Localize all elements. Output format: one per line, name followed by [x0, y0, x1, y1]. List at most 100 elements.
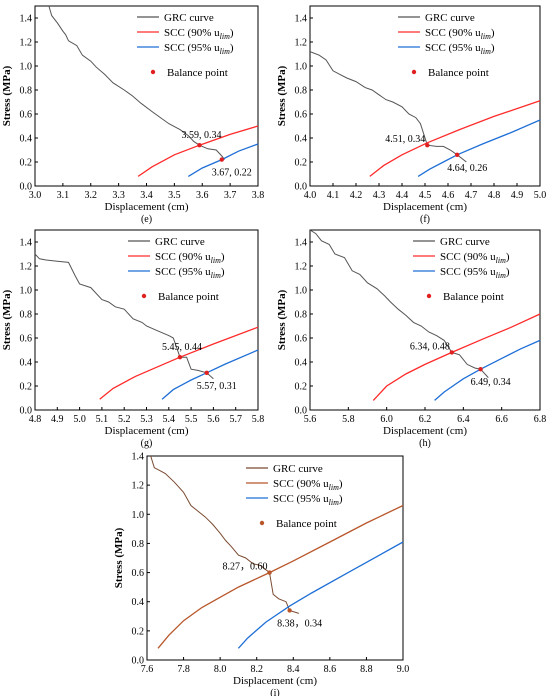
legend-label-grc: GRC curve	[273, 463, 323, 475]
x-tick-label: 5.8	[342, 414, 355, 425]
x-tick-label: 5.0	[73, 414, 86, 425]
legend-swatch-balance	[141, 293, 147, 299]
x-tick-label: 5.1	[96, 414, 109, 425]
balance-point-marker	[197, 143, 202, 148]
x-tick-label: 8.8	[360, 664, 373, 675]
y-tick-label: 0.2	[20, 382, 33, 393]
y-tick-label: 1.0	[20, 62, 33, 73]
y-tick-label: 0.2	[132, 626, 145, 637]
balance-point-marker	[449, 350, 455, 355]
panel-label: (f)	[420, 214, 430, 225]
series-line-scc90	[137, 125, 259, 177]
plot-frame	[146, 455, 404, 661]
y-tick-label: 1.2	[295, 38, 308, 49]
series-line-grc	[34, 253, 214, 380]
x-tick-label: 5.6	[304, 414, 317, 425]
y-tick-label: 0.0	[20, 406, 33, 417]
y-axis-label: Stress (MPa)	[113, 527, 125, 588]
y-tick-label: 0.4	[295, 358, 308, 369]
panel-label: (e)	[141, 214, 152, 225]
x-tick-label: 3.7	[224, 190, 237, 201]
y-tick-label: 0.4	[295, 134, 308, 145]
legend-label-scc95: SCC (95% ulim)	[425, 42, 495, 56]
y-tick-label: 0.0	[295, 182, 308, 193]
y-tick-label: 1.2	[20, 262, 33, 273]
y-tick-label: 1.2	[295, 262, 308, 273]
balance-point-marker	[219, 157, 224, 162]
series-line-grc	[150, 455, 299, 614]
x-tick-label: 3.3	[112, 190, 125, 201]
legend-label-balance: Balance point	[443, 291, 504, 303]
y-tick-label: 0.2	[295, 158, 308, 169]
x-tick-label: 6.0	[380, 414, 393, 425]
legend-label-scc95: SCC (95% ulim)	[440, 266, 510, 280]
y-tick-label: 0.4	[132, 597, 145, 608]
y-tick-label: 0.6	[20, 110, 33, 121]
x-tick-label: 3.4	[140, 190, 153, 201]
y-tick-label: 1.4	[295, 14, 308, 25]
series-line-grc	[309, 51, 467, 163]
legend-label-scc90: SCC (90% ulim)	[155, 251, 225, 265]
y-tick-label: 1.4	[20, 14, 33, 25]
chart-panel-4: 7.6 7.8 8.0 8.2 8.4 8.6 8.8 9.0 0.0 0.2 0.4 0.6 0.8 1…	[113, 452, 409, 696]
legend-label-balance: Balance point	[428, 67, 489, 79]
balance-point-marker	[287, 608, 292, 613]
x-tick-label: 4.8	[488, 190, 501, 201]
balance-point-label: 8.38，0.34	[277, 618, 322, 629]
y-tick-label: 0.6	[20, 334, 33, 345]
x-tick-label: 3.5	[168, 190, 181, 201]
x-tick-label: 7.6	[141, 664, 154, 675]
legend-swatch-balance	[411, 69, 417, 75]
y-tick-label: 0.6	[132, 568, 145, 579]
balance-point-label: 3.67, 0.22	[212, 168, 252, 179]
x-tick-label: 4.9	[51, 414, 64, 425]
legend-label-grc: GRC curve	[155, 236, 205, 248]
y-axis-label: Stress (MPa)	[276, 65, 288, 126]
y-tick-label: 1.0	[295, 286, 308, 297]
panel-label: (i)	[270, 688, 279, 696]
x-tick-label: 8.0	[214, 664, 227, 675]
x-tick-label: 6.6	[495, 414, 508, 425]
legend-swatch-balance	[150, 69, 156, 75]
x-tick-label: 4.6	[442, 190, 455, 201]
legend-label-scc90: SCC (90% ulim)	[425, 27, 495, 41]
y-tick-label: 0.4	[20, 358, 33, 369]
legend-label-scc95: SCC (95% ulim)	[273, 493, 343, 507]
x-tick-label: 5.4	[163, 414, 176, 425]
x-tick-label: 4.8	[29, 414, 42, 425]
legend-label-balance: Balance point	[276, 518, 337, 530]
x-axis-label: Displacement (cm)	[383, 425, 467, 437]
y-tick-label: 1.4	[132, 452, 145, 463]
chart-panel-3: 5.6 5.8 6.0 6.2 6.4 6.6 6.8 0.0 0.2 0.4 0.6 0.8 1.0 1…	[276, 229, 546, 449]
x-tick-label: 5.0	[534, 190, 547, 201]
legend-label-scc95: SCC (95% ulim)	[155, 266, 225, 280]
y-tick-label: 0.0	[20, 182, 33, 193]
y-tick-label: 0.0	[295, 406, 308, 417]
y-tick-label: 0.2	[20, 158, 33, 169]
x-tick-label: 5.8	[252, 414, 265, 425]
legend-label-balance: Balance point	[167, 67, 228, 79]
chart-panel-0: 3.0 3.1 3.2 3.3 3.4 3.5 3.6 3.7 3.8 0.0 0.2 0.4 0.6 0…	[1, 5, 264, 225]
y-tick-label: 0.8	[20, 310, 33, 321]
x-tick-label: 5.3	[140, 414, 153, 425]
y-tick-label: 1.2	[132, 481, 145, 492]
y-tick-label: 0.4	[20, 134, 33, 145]
x-tick-label: 7.8	[177, 664, 190, 675]
panel-label: (h)	[419, 438, 431, 449]
x-tick-label: 3.0	[29, 190, 42, 201]
y-tick-label: 0.2	[295, 382, 308, 393]
chart-panel-2: 4.8 4.9 5.0 5.1 5.2 5.3 5.4 5.5 5.6 5.7 5.8 0.0 0.2 0…	[1, 229, 265, 449]
x-tick-label: 4.0	[304, 190, 317, 201]
y-axis-label: Stress (MPa)	[1, 289, 13, 350]
legend-label-scc90: SCC (90% ulim)	[440, 251, 510, 265]
x-tick-label: 4.4	[396, 190, 409, 201]
balance-point-marker	[425, 143, 430, 148]
series-line-scc90	[99, 326, 259, 400]
series-line-scc95	[237, 541, 404, 649]
balance-point-label: 8.27，0.60	[223, 562, 268, 573]
x-tick-label: 8.6	[324, 664, 337, 675]
balance-point-label: 4.64, 0.26	[447, 163, 487, 174]
legend-label-grc: GRC curve	[164, 12, 214, 24]
legend-label-grc: GRC curve	[440, 236, 490, 248]
